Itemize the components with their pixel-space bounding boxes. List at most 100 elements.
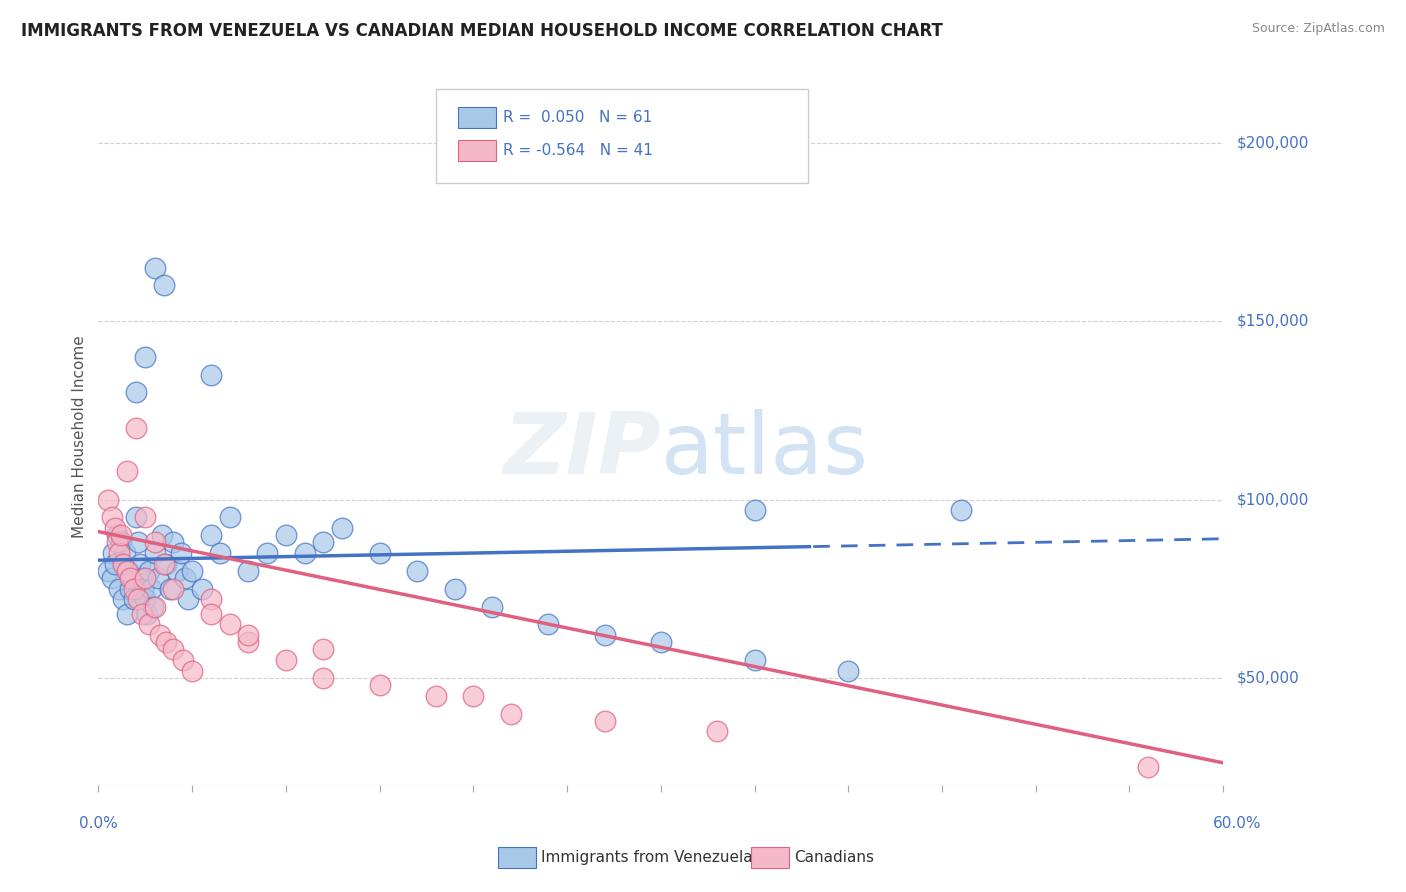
Point (330, 521, 353, 535)
Text: Source: ZipAtlas.com: Source: ZipAtlas.com (1251, 22, 1385, 36)
Text: 60.0%: 60.0% (1213, 816, 1261, 831)
Point (134, 350, 156, 364)
Text: $150,000: $150,000 (1237, 314, 1309, 328)
Point (120, 571, 142, 585)
Point (125, 510, 148, 524)
Point (218, 510, 240, 524)
Point (143, 260, 166, 275)
Point (155, 635, 177, 649)
Point (425, 689, 447, 703)
Point (122, 582, 145, 596)
Point (463, 689, 485, 703)
Y-axis label: Median Household Income: Median Household Income (72, 335, 87, 539)
Point (153, 557, 176, 571)
Point (131, 571, 153, 585)
Point (134, 510, 156, 524)
Text: Immigrants from Venezuela: Immigrants from Venezuela (541, 850, 754, 864)
Point (127, 535, 149, 549)
Point (238, 628, 260, 642)
Point (481, 599, 503, 614)
Text: $200,000: $200,000 (1237, 136, 1309, 150)
Point (110, 535, 132, 549)
Text: 0.0%: 0.0% (79, 816, 118, 831)
Point (127, 592, 149, 607)
Point (181, 564, 204, 578)
Point (200, 607, 222, 621)
Point (143, 546, 166, 560)
Point (120, 582, 142, 596)
Point (200, 368, 222, 382)
Point (162, 642, 184, 657)
Point (172, 653, 194, 667)
Point (744, 503, 766, 517)
Point (125, 421, 148, 435)
Point (162, 535, 184, 549)
Point (131, 607, 153, 621)
Point (706, 724, 728, 739)
Point (138, 617, 160, 632)
Point (125, 385, 148, 400)
Point (150, 528, 173, 542)
Point (443, 582, 465, 596)
Point (142, 599, 165, 614)
Point (744, 653, 766, 667)
Point (132, 582, 155, 596)
Point (105, 528, 128, 542)
Point (173, 571, 195, 585)
Point (190, 582, 212, 596)
Text: Canadians: Canadians (794, 850, 875, 864)
Text: R =  0.050   N = 61: R = 0.050 N = 61 (503, 111, 652, 125)
Point (110, 528, 132, 542)
Point (114, 546, 136, 560)
Point (149, 628, 172, 642)
Point (593, 714, 616, 728)
Point (143, 599, 166, 614)
Point (104, 557, 127, 571)
Point (100, 510, 122, 524)
Point (100, 571, 122, 585)
Point (238, 635, 260, 649)
Point (136, 607, 159, 621)
Point (128, 557, 150, 571)
Point (97, 564, 120, 578)
Point (499, 706, 522, 721)
Point (312, 535, 335, 549)
Point (177, 592, 200, 607)
Point (103, 546, 125, 560)
Point (949, 503, 972, 517)
Point (117, 564, 139, 578)
Point (294, 546, 316, 560)
Point (138, 564, 160, 578)
Point (170, 546, 193, 560)
Point (218, 617, 240, 632)
Point (200, 528, 222, 542)
Point (166, 564, 188, 578)
Point (406, 564, 429, 578)
Point (104, 521, 127, 535)
Point (121, 571, 143, 585)
Point (368, 678, 391, 692)
Point (181, 664, 204, 678)
Text: atlas: atlas (661, 409, 869, 492)
Point (122, 592, 145, 607)
Point (1137, 760, 1160, 774)
Point (111, 592, 134, 607)
Point (139, 582, 162, 596)
Point (97, 492, 120, 507)
Point (200, 592, 222, 607)
Point (209, 546, 232, 560)
Point (148, 571, 170, 585)
Point (134, 571, 156, 585)
Point (274, 528, 297, 542)
Point (134, 592, 156, 607)
Point (238, 564, 260, 578)
Point (312, 671, 335, 685)
Point (115, 564, 138, 578)
Point (256, 546, 278, 560)
Point (368, 546, 391, 560)
Point (837, 664, 859, 678)
Point (115, 464, 138, 478)
Point (108, 546, 131, 560)
Point (593, 628, 616, 642)
Point (105, 535, 128, 549)
